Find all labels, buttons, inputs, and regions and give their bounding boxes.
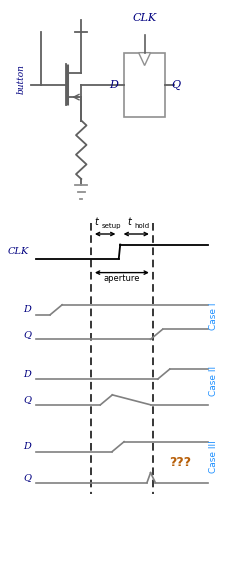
- Text: Case I: Case I: [209, 302, 218, 330]
- Text: Q: Q: [23, 395, 31, 404]
- Text: $t$: $t$: [94, 215, 100, 227]
- Text: setup: setup: [102, 223, 121, 229]
- Text: D: D: [23, 370, 31, 378]
- Text: aperture: aperture: [104, 274, 140, 283]
- Text: CLK: CLK: [7, 247, 29, 256]
- Polygon shape: [139, 53, 151, 66]
- Text: $t$: $t$: [126, 215, 133, 227]
- Text: D: D: [23, 442, 31, 451]
- Text: Case II: Case II: [209, 366, 218, 396]
- Text: Q: Q: [171, 80, 180, 90]
- Text: button: button: [17, 64, 26, 94]
- Text: ???: ???: [169, 456, 191, 469]
- Text: Q: Q: [23, 330, 31, 339]
- Text: D: D: [23, 305, 31, 314]
- Bar: [124, 53, 165, 117]
- Text: D: D: [109, 80, 118, 90]
- Text: hold: hold: [134, 223, 149, 229]
- Text: Q: Q: [23, 473, 31, 482]
- Text: Case III: Case III: [209, 440, 218, 473]
- Text: CLK: CLK: [133, 13, 157, 23]
